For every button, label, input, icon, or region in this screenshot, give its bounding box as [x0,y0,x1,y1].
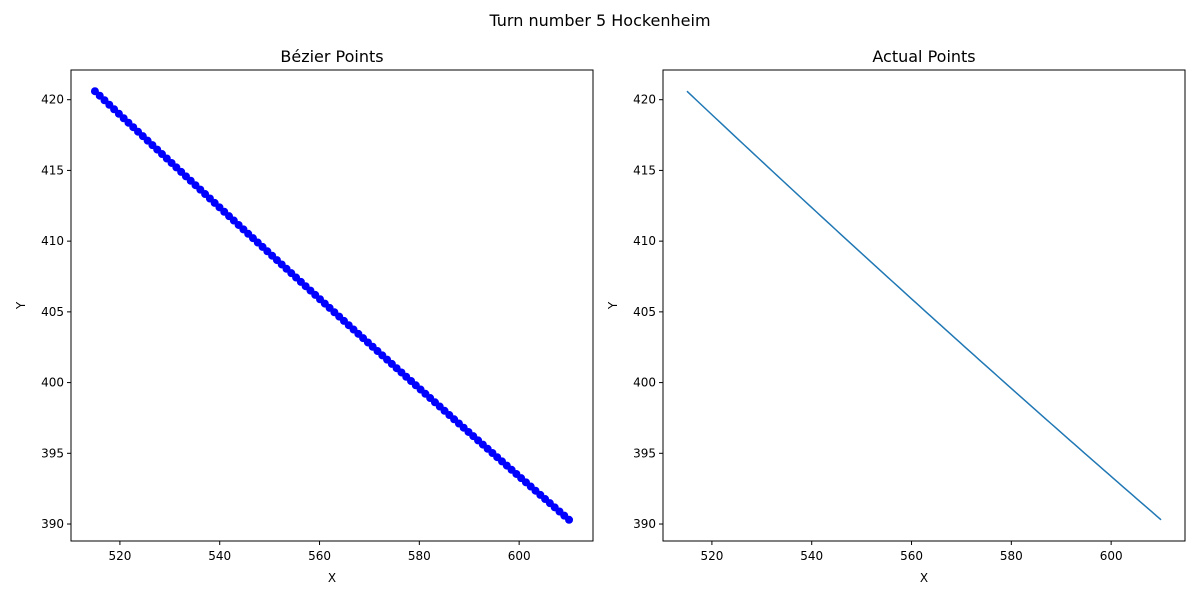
actual-y-tick-label: 415 [633,163,656,177]
bezier-axes-frame [70,69,594,542]
bezier-y-tick-label: 395 [41,446,64,460]
actual-x-axis-label: X [920,571,928,585]
bezier-y-tick-label: 390 [41,517,64,531]
actual-series-line [686,90,1162,521]
bezier-axes-title: Bézier Points [280,47,383,66]
actual-y-tick-label: 390 [633,517,656,531]
actual-axes-title: Actual Points [872,47,975,66]
actual-y-tick-label: 395 [633,446,656,460]
actual-x-tick-label: 600 [1100,549,1123,563]
bezier-x-tick-label: 580 [408,549,431,563]
bezier-y-tick-label: 400 [41,376,64,390]
figure-suptitle: Turn number 5 Hockenheim [488,11,710,30]
actual-ticks: 520 540 560 580 600 390 395 400 405 410 415 420 [633,93,1123,563]
bezier-x-axis-label: X [328,571,336,585]
bezier-point [565,515,574,524]
bezier-x-tick-label: 600 [508,549,531,563]
bezier-x-tick-label: 540 [208,549,231,563]
bezier-x-tick-label: 520 [108,549,131,563]
actual-y-tick-label: 420 [633,93,656,107]
actual-points-axes: Actual Points X Y 520 540 560 580 600 390 395 4… [606,47,1186,585]
actual-x-tick-label: 540 [800,549,823,563]
bezier-data-points [90,87,574,524]
bezier-ticks: 520 540 560 580 600 390 395 400 405 410 415 420 [41,93,531,563]
actual-axes-frame [662,69,1186,542]
actual-y-tick-label: 405 [633,305,656,319]
bezier-points-axes: Bézier Points X Y 520 540 560 580 600 390 395 4… [14,47,594,585]
bezier-y-tick-label: 410 [41,234,64,248]
actual-x-tick-label: 560 [900,549,923,563]
bezier-y-tick-label: 405 [41,305,64,319]
actual-x-tick-label: 520 [700,549,723,563]
actual-y-tick-label: 400 [633,376,656,390]
actual-y-tick-label: 410 [633,234,656,248]
actual-x-tick-label: 580 [1000,549,1023,563]
bezier-y-tick-label: 415 [41,163,64,177]
bezier-y-tick-label: 420 [41,93,64,107]
actual-data-line [686,90,1162,521]
bezier-y-axis-label: Y [14,301,28,310]
bezier-x-tick-label: 560 [308,549,331,563]
actual-y-axis-label: Y [606,301,620,310]
